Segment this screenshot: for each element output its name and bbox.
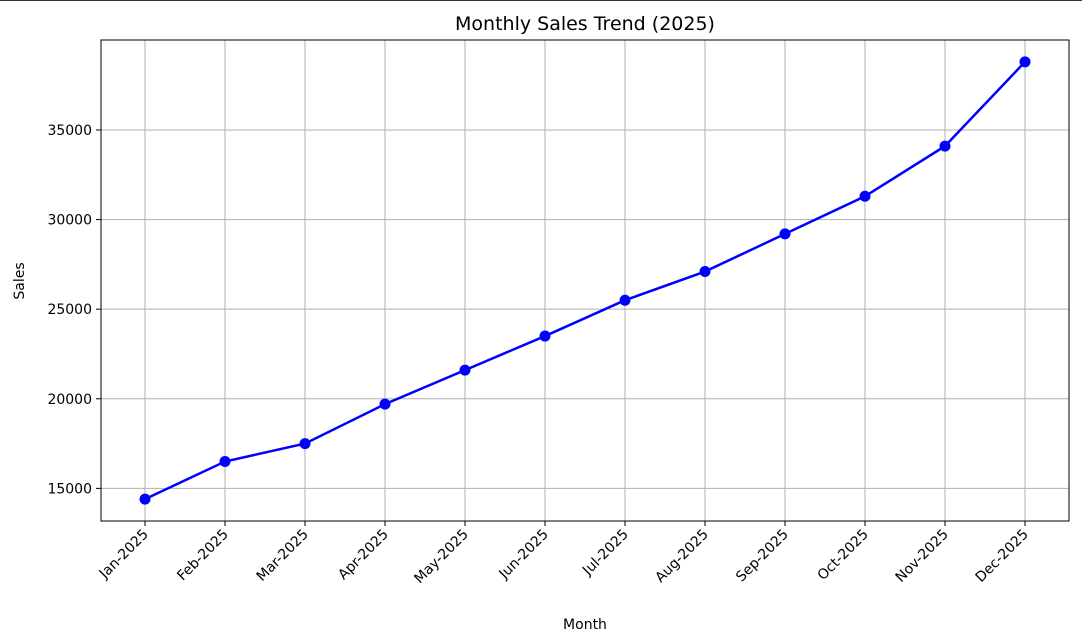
point [139, 493, 151, 505]
point [779, 228, 791, 240]
x-axis-label: Month [563, 617, 607, 633]
y-tick-label: 25000 [47, 302, 92, 318]
line-series [144, 61, 1026, 501]
point [299, 438, 311, 450]
axes-frame [100, 39, 1070, 522]
point [939, 140, 951, 152]
point [379, 398, 391, 410]
point [1019, 56, 1031, 68]
point [539, 330, 551, 342]
chart-title: Monthly Sales Trend (2025) [455, 13, 715, 35]
y-tick-label: 15000 [47, 481, 92, 497]
y-tick-label: 35000 [47, 123, 92, 139]
point [619, 294, 631, 306]
point [699, 266, 711, 278]
point [459, 364, 471, 376]
point [859, 190, 871, 202]
y-tick-label: 20000 [47, 392, 92, 408]
y-axis-label: Sales [12, 262, 28, 299]
point [219, 456, 231, 468]
y-tick-label: 30000 [47, 213, 92, 229]
